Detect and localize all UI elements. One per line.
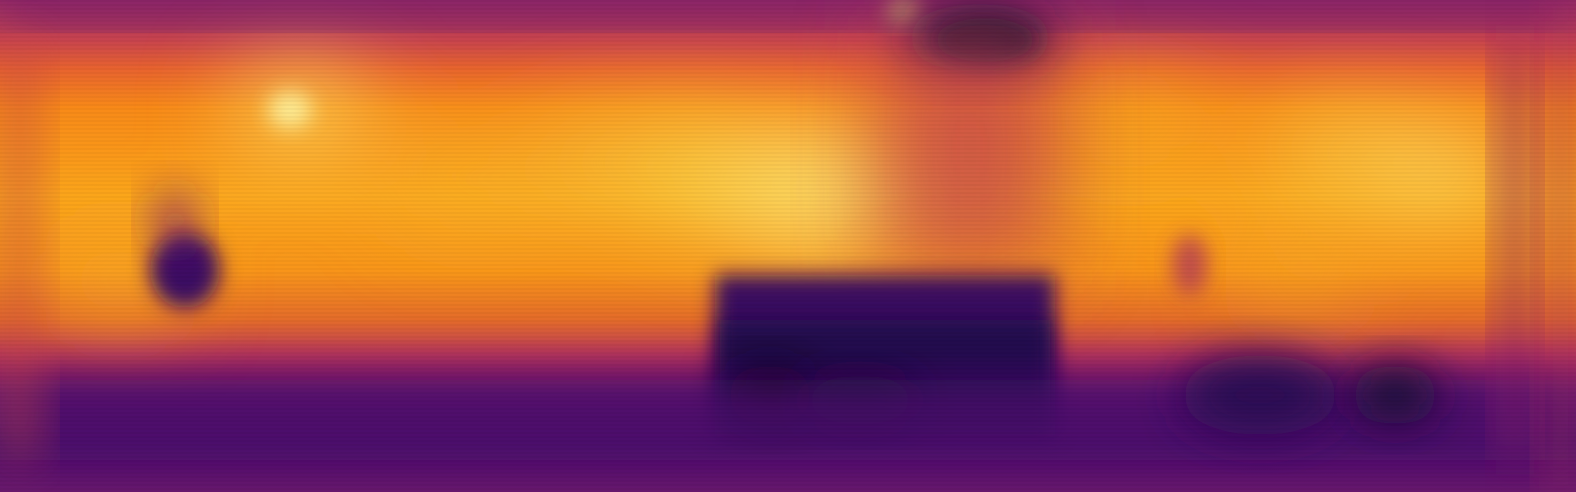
heatmap-image xyxy=(0,0,1576,492)
